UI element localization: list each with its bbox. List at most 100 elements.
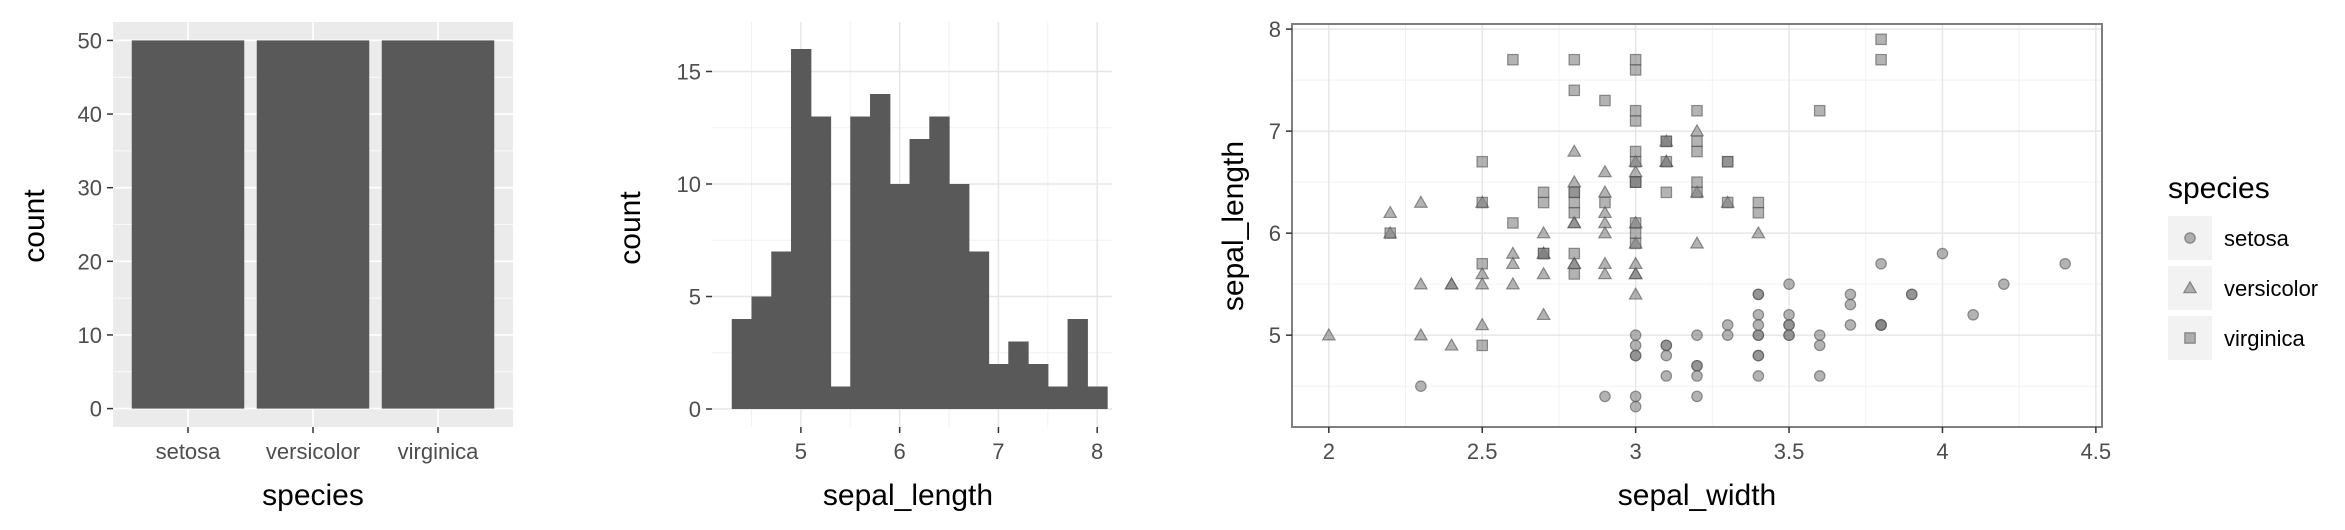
- scatter-point-setosa: [1691, 370, 1703, 382]
- bar-chart-axes: 0 10 20 30 40 50 setosa versicolor virginica: [78, 28, 480, 464]
- scatter-point-versicolor: [1597, 205, 1613, 219]
- scatter-axes: 5 6 7 8 2 2.5 3 3.5 4 4.5: [1269, 17, 2111, 464]
- legend-symbol-setosa: [2184, 232, 2196, 244]
- scatter-point-versicolor: [1474, 317, 1490, 331]
- scatter-point-virginica: [1660, 135, 1673, 148]
- scatter-point-setosa: [1629, 349, 1642, 362]
- scatter-point-versicolor: [1536, 307, 1551, 321]
- sepal-length-histogram: 0 5 10 15 5 6 7 8 sepal_length count: [614, 22, 1112, 512]
- histogram-bar: [929, 116, 950, 409]
- scatter-point-versicolor: [1689, 123, 1705, 137]
- histogram-bar: [1008, 341, 1029, 409]
- scatter-point-setosa: [1629, 400, 1642, 413]
- scatter-point-versicolor: [1628, 266, 1643, 280]
- scatter-point-setosa: [1691, 329, 1703, 341]
- scatter-x-tick-label: 2.5: [1467, 439, 1498, 464]
- scatter-point-setosa: [1844, 298, 1857, 311]
- histogram-bar: [791, 49, 812, 409]
- scatter-point-setosa: [1813, 329, 1826, 341]
- histogram-bar: [830, 386, 851, 409]
- scatter-point-virginica: [1691, 135, 1703, 148]
- legend-label-versicolor: versicolor: [2224, 276, 2318, 301]
- scatter-point-virginica: [1568, 53, 1581, 66]
- histogram-y-axis-title: count: [614, 191, 647, 265]
- scatter-point-setosa: [1691, 390, 1703, 403]
- scatter-point-setosa: [1813, 370, 1826, 382]
- scatter-point-setosa: [1998, 278, 2010, 290]
- histogram-bar: [731, 319, 753, 409]
- bar-chart-y-tick-label: 30: [78, 176, 102, 201]
- scatter-point-setosa: [1783, 319, 1795, 331]
- histogram-x-tick-label: 7: [992, 439, 1004, 464]
- histogram-bar: [968, 251, 990, 409]
- histogram-axes: 0 5 10 15 5 6 7 8: [677, 60, 1104, 465]
- scatter-point-setosa: [2059, 257, 2071, 270]
- legend-title: species: [2168, 172, 2270, 205]
- histogram-y-tick-label: 15: [677, 60, 701, 85]
- scatter-point-setosa: [1752, 349, 1765, 362]
- scatter-point-setosa: [1721, 329, 1734, 341]
- legend-symbol-virginica: [2184, 332, 2196, 344]
- scatter-point-virginica: [1660, 186, 1673, 199]
- histogram-bar: [1028, 364, 1049, 409]
- scatter-point-setosa: [1721, 319, 1734, 331]
- scatter-point-versicolor: [1751, 225, 1766, 239]
- scatter-point-virginica: [1629, 217, 1642, 229]
- scatter-point-virginica: [1629, 155, 1642, 168]
- scatter-point-virginica: [1629, 237, 1642, 250]
- species-legend: species setosa versicolor virginica: [2168, 172, 2318, 360]
- scatter-point-virginica: [1721, 196, 1734, 209]
- scatter-point-setosa: [1629, 329, 1642, 341]
- scatter-point-versicolor: [1413, 276, 1429, 290]
- scatter-point-virginica: [1629, 176, 1642, 188]
- scatter-point-virginica: [1752, 206, 1765, 219]
- scatter-point-setosa: [1875, 319, 1887, 331]
- scatter-point-virginica: [1875, 53, 1887, 66]
- scatter-point-setosa: [1813, 339, 1826, 352]
- scatter-points: [1321, 33, 2071, 413]
- bar-chart-x-tick-label: setosa: [156, 439, 222, 464]
- scatter-y-axis-title: sepal_length: [1217, 141, 1250, 311]
- scatter-point-virginica: [1476, 155, 1489, 168]
- scatter-panel-border: [1291, 23, 2103, 428]
- scatter-point-setosa: [1905, 288, 1918, 301]
- scatter-point-versicolor: [1597, 256, 1613, 270]
- scatter-point-virginica: [1629, 115, 1642, 127]
- scatter-point-virginica: [1507, 217, 1519, 229]
- scatter-point-virginica: [1537, 196, 1550, 209]
- bar-setosa: [131, 40, 245, 409]
- scatter-point-virginica: [1691, 186, 1703, 199]
- histogram-bar: [751, 296, 772, 409]
- scatter-point-setosa: [1660, 370, 1673, 382]
- scatter-point-versicolor: [1628, 286, 1643, 300]
- scatter-point-versicolor: [1628, 256, 1643, 270]
- histogram-x-tick-label: 5: [795, 439, 807, 464]
- histogram-bar: [1087, 386, 1108, 409]
- scatter-point-virginica: [1752, 196, 1765, 209]
- bar-chart-x-axis-title: species: [262, 479, 364, 512]
- scatter-point-virginica: [1691, 145, 1703, 158]
- scatter-point-versicolor: [1566, 144, 1582, 157]
- scatter-point-versicolor: [1321, 327, 1337, 341]
- scatter-point-versicolor: [1689, 235, 1705, 249]
- scatter-y-tick-label: 6: [1269, 221, 1281, 246]
- scatter-point-virginica: [1629, 53, 1642, 66]
- histogram-bar: [870, 94, 891, 409]
- scatter-point-virginica: [1568, 268, 1581, 280]
- scatter-point-virginica: [1568, 206, 1581, 219]
- scatter-point-versicolor: [1566, 215, 1582, 229]
- scatter-x-tick-label: 3.5: [1774, 439, 1805, 464]
- histogram-bar: [1047, 386, 1069, 409]
- scatter-point-virginica: [1691, 104, 1703, 117]
- histogram-bar: [889, 184, 911, 409]
- legend-items: setosa versicolor virginica: [2168, 216, 2318, 360]
- histogram-bar: [810, 116, 832, 409]
- scatter-point-versicolor: [1597, 164, 1613, 178]
- scatter-point-virginica: [1629, 145, 1642, 158]
- bar-virginica: [381, 40, 495, 409]
- scatter-point-virginica: [1476, 339, 1489, 352]
- scatter-point-versicolor: [1536, 266, 1551, 280]
- histogram-bar: [771, 251, 792, 409]
- scatter-point-versicolor: [1444, 276, 1459, 290]
